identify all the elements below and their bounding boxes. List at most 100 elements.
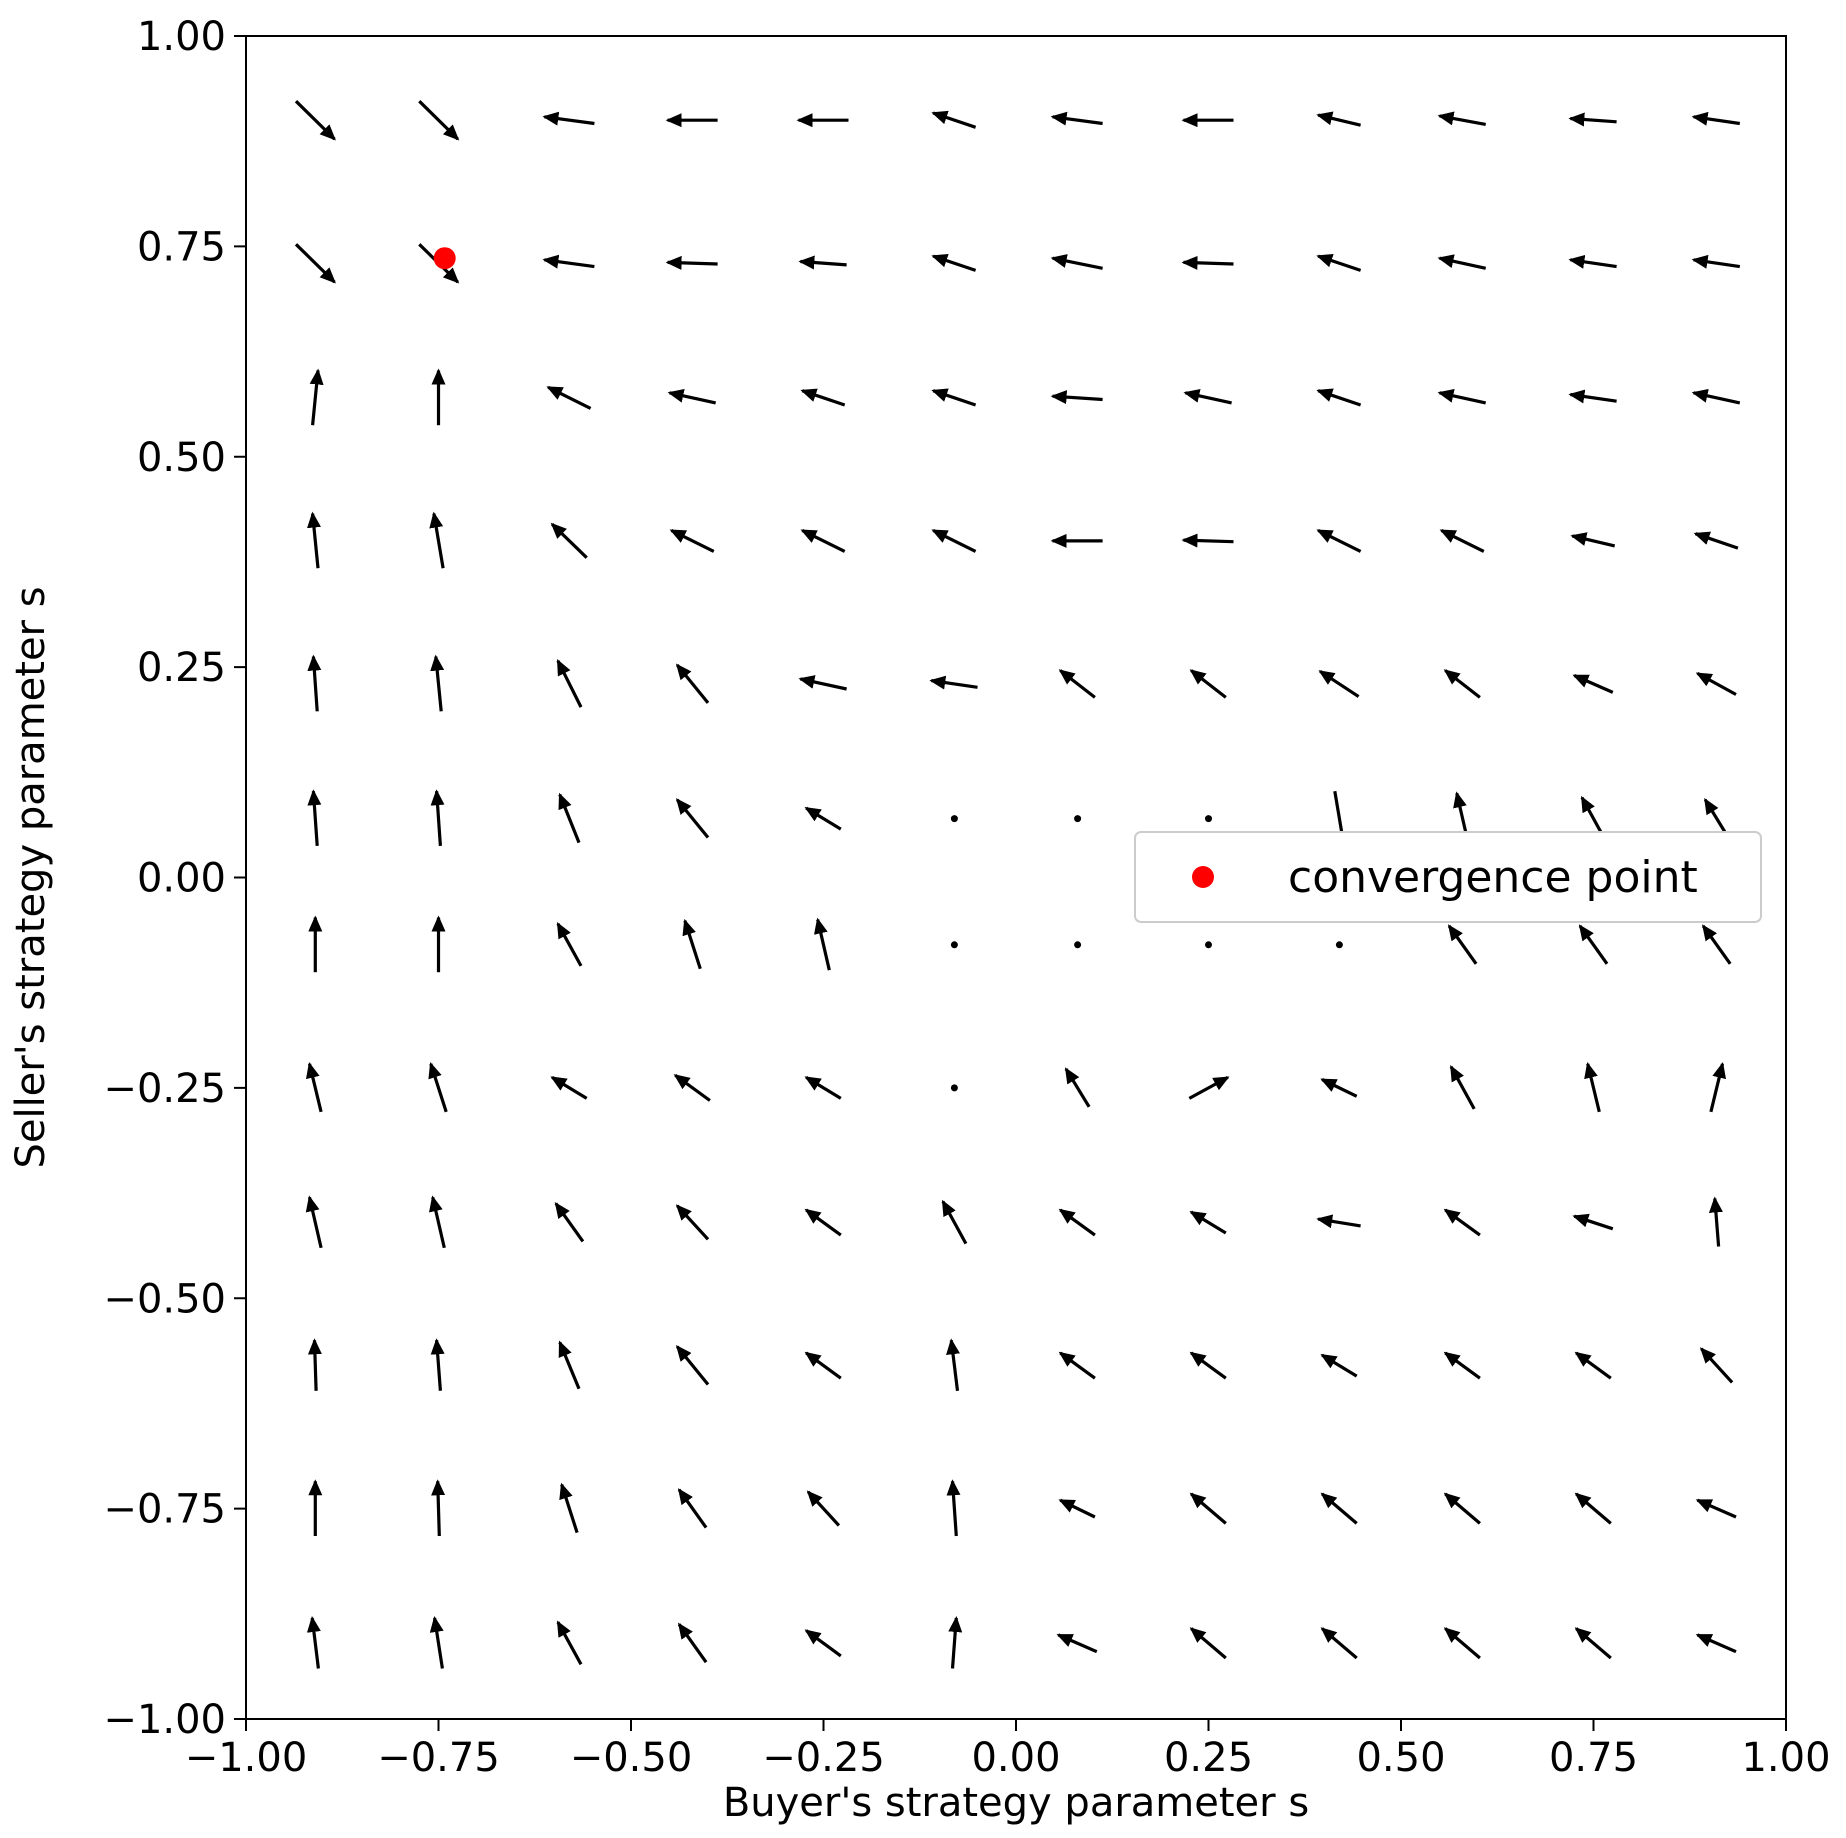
vector-arrow-11-9: [1443, 1627, 1481, 1660]
vector-field: [294, 100, 1741, 1669]
vector-arrow-5-6: [1074, 815, 1082, 823]
vector-arrow-4-10: [1572, 674, 1614, 694]
vector-arrow-9-2: [558, 1340, 581, 1390]
y-tick-label: −0.75: [103, 1487, 226, 1533]
y-axis-label: Seller's strategy parameter s: [8, 586, 54, 1168]
vector-arrow-0-6: [1050, 111, 1103, 126]
vector-arrow-2-3: [667, 388, 717, 405]
vector-arrow-1-5: [931, 253, 977, 272]
vector-arrow-8-4: [804, 1208, 842, 1237]
vector-arrow-9-4: [804, 1351, 842, 1380]
vector-arrow-10-8: [1320, 1492, 1358, 1525]
vector-arrow-7-10: [1584, 1061, 1601, 1113]
vector-arrow-2-4: [800, 388, 846, 407]
vector-arrow-5-5: [950, 815, 958, 823]
vector-arrow-4-8: [1318, 669, 1360, 698]
vector-arrow-8-9: [1443, 1208, 1481, 1237]
vector-arrow-2-8: [1316, 388, 1362, 407]
vector-arrow-4-11: [1695, 671, 1737, 696]
vector-arrow-7-0: [305, 1061, 323, 1113]
vector-arrow-7-6: [1064, 1067, 1091, 1108]
vector-arrow-8-7: [1189, 1210, 1227, 1235]
legend-marker-convergence-point: [1192, 866, 1214, 888]
vector-arrow-4-7: [1189, 669, 1227, 699]
vector-arrow-1-3: [665, 255, 718, 270]
vector-arrow-3-8: [1316, 528, 1362, 553]
vector-arrow-9-3: [675, 1345, 710, 1386]
y-tick-label: 1.00: [137, 14, 226, 60]
vector-arrow-4-2: [556, 659, 583, 708]
vector-arrow-8-8: [1316, 1214, 1361, 1229]
vector-arrow-1-7: [1181, 255, 1234, 270]
vector-arrow-3-5: [931, 528, 977, 553]
vector-arrow-1-8: [1316, 253, 1362, 272]
vector-arrow-7-3: [673, 1074, 711, 1102]
vector-arrow-2-2: [546, 385, 592, 410]
vector-arrow-3-7: [1181, 533, 1234, 548]
vector-arrow-0-2: [542, 111, 595, 126]
vector-arrow-9-10: [1574, 1351, 1612, 1380]
vector-arrow-6-7: [1205, 941, 1212, 949]
vector-arrow-6-10: [1578, 924, 1609, 965]
vector-arrow-8-11: [1708, 1196, 1723, 1247]
vector-arrow-0-0: [294, 100, 336, 141]
vector-arrow-3-1: [429, 511, 445, 569]
vector-arrow-1-11: [1691, 254, 1741, 269]
vector-arrow-11-3: [677, 1622, 708, 1664]
vector-arrow-1-9: [1437, 254, 1487, 270]
y-axis-ticks: −1.00 −0.75 −0.50 −0.25 0.00 0.25 0.50 0.75 1.00: [103, 14, 246, 1743]
vector-arrow-0-11: [1691, 111, 1741, 126]
vector-arrow-3-0: [307, 511, 321, 569]
vector-arrow-5-4: [804, 806, 842, 831]
vector-arrow-11-11: [1695, 1633, 1737, 1654]
vector-arrow-8-5: [941, 1199, 968, 1245]
vector-arrow-0-8: [1316, 111, 1361, 127]
legend-box: [1134, 831, 1762, 923]
x-tick-label: 0.25: [1164, 1735, 1253, 1781]
x-axis-label: Buyer's strategy parameter s: [723, 1780, 1309, 1826]
vector-arrow-6-2: [556, 922, 583, 967]
y-tick-label: −1.00: [103, 1697, 226, 1743]
vector-arrow-9-0: [307, 1338, 322, 1391]
y-tick-label: 0.75: [137, 224, 226, 270]
vector-arrow-7-9: [1449, 1065, 1476, 1110]
convergence-point-marker: [433, 247, 456, 270]
vector-arrow-3-4: [800, 528, 846, 553]
vector-arrow-5-2: [558, 792, 581, 844]
vector-arrow-1-6: [1050, 254, 1103, 270]
vector-arrow-8-2: [554, 1201, 585, 1243]
vector-arrow-3-10: [1570, 532, 1616, 548]
vector-arrow-8-1: [429, 1195, 446, 1249]
vector-arrow-10-5: [946, 1479, 961, 1537]
vector-arrow-4-6: [1058, 669, 1096, 699]
y-tick-label: 0.50: [137, 435, 226, 481]
vector-arrow-4-0: [307, 654, 322, 712]
vector-arrow-6-5: [950, 941, 958, 949]
vector-arrow-8-10: [1572, 1213, 1614, 1231]
vector-arrow-5-7: [1205, 815, 1212, 823]
convergence-point-layer: [433, 247, 456, 270]
legend-label-convergence-point: convergence point: [1288, 852, 1698, 903]
vector-arrow-6-6: [1074, 941, 1082, 949]
vector-arrow-11-2: [556, 1620, 583, 1666]
vector-arrow-8-6: [1058, 1208, 1096, 1237]
vector-arrow-2-6: [1050, 390, 1103, 405]
vector-arrow-6-9: [1447, 924, 1478, 965]
y-tick-label: −0.25: [103, 1066, 226, 1112]
vector-arrow-3-3: [669, 528, 715, 553]
vector-arrow-1-4: [798, 255, 847, 270]
vector-arrow-3-9: [1439, 528, 1485, 553]
vector-arrow-0-9: [1437, 111, 1486, 126]
x-tick-label: 0.75: [1549, 1735, 1638, 1781]
vector-arrow-10-6: [1058, 1498, 1096, 1519]
vector-arrow-4-4: [798, 675, 847, 691]
vector-arrow-11-5: [948, 1616, 963, 1669]
vector-arrow-5-3: [675, 798, 710, 839]
y-tick-label: 0.00: [137, 856, 226, 902]
vector-arrow-4-1: [430, 654, 445, 712]
vector-arrow-3-2: [550, 522, 588, 559]
vector-arrow-2-9: [1437, 388, 1487, 405]
x-axis-ticks: −1.00 −0.75 −0.50 −0.25 0.00 0.25 0.50 0.75 1.00: [185, 1719, 1831, 1781]
x-tick-label: −1.00: [185, 1735, 308, 1781]
vector-arrow-6-4: [814, 917, 831, 971]
